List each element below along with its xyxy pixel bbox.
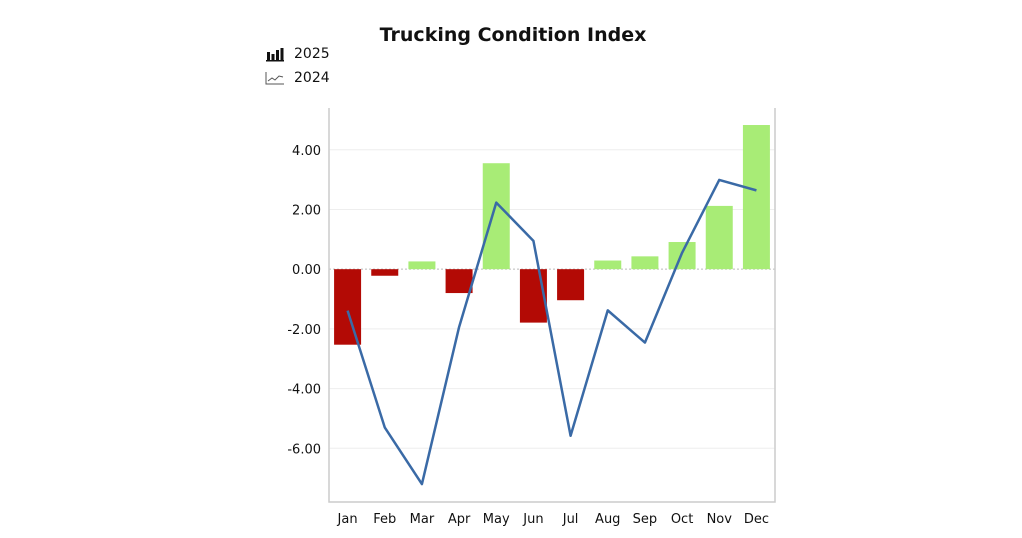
bar-sep [631,256,659,270]
bar-jul [557,269,585,301]
x-tick-label: Jan [337,512,358,527]
bar-nov [705,205,733,270]
y-tick-label: 0.00 [292,263,321,278]
bar-may [482,163,510,270]
legend-label-2025: 2025 [294,46,330,62]
line-chart-icon [265,72,284,85]
x-tick-label: Aug [595,512,620,527]
chart-title: Trucking Condition Index [379,24,647,46]
bar-feb [371,269,399,276]
x-tick-label: Nov [707,512,733,527]
bar-apr [445,269,473,294]
line-2024 [346,178,757,486]
bar-mar [408,261,436,270]
bar-jan [334,269,362,345]
x-tick-label: Jun [522,512,543,527]
y-tick-label: -6.00 [287,442,321,457]
x-tick-label: Mar [410,512,435,527]
y-tick-label: 4.00 [292,144,321,159]
legend-item-2024: 2024 [265,70,330,86]
x-tick-label: Apr [448,512,471,527]
legend-label-2024: 2024 [294,70,330,86]
x-tick-label: Oct [671,512,693,527]
x-tick-label: Dec [744,512,769,527]
x-tick-label: Jul [562,512,579,527]
y-tick-label: 2.00 [292,203,321,218]
x-tick-label: Feb [373,512,396,527]
y-tick-label: -4.00 [287,383,321,398]
bar-chart-icon [266,48,284,62]
bar-jun [519,269,547,323]
legend-item-2025: 2025 [265,46,330,62]
bar-dec [742,125,770,270]
y-tick-label: -2.00 [287,323,321,338]
x-tick-label: Sep [633,512,658,527]
plot-frame [328,108,776,503]
x-tick-label: May [483,512,510,527]
bar-aug [594,260,622,270]
